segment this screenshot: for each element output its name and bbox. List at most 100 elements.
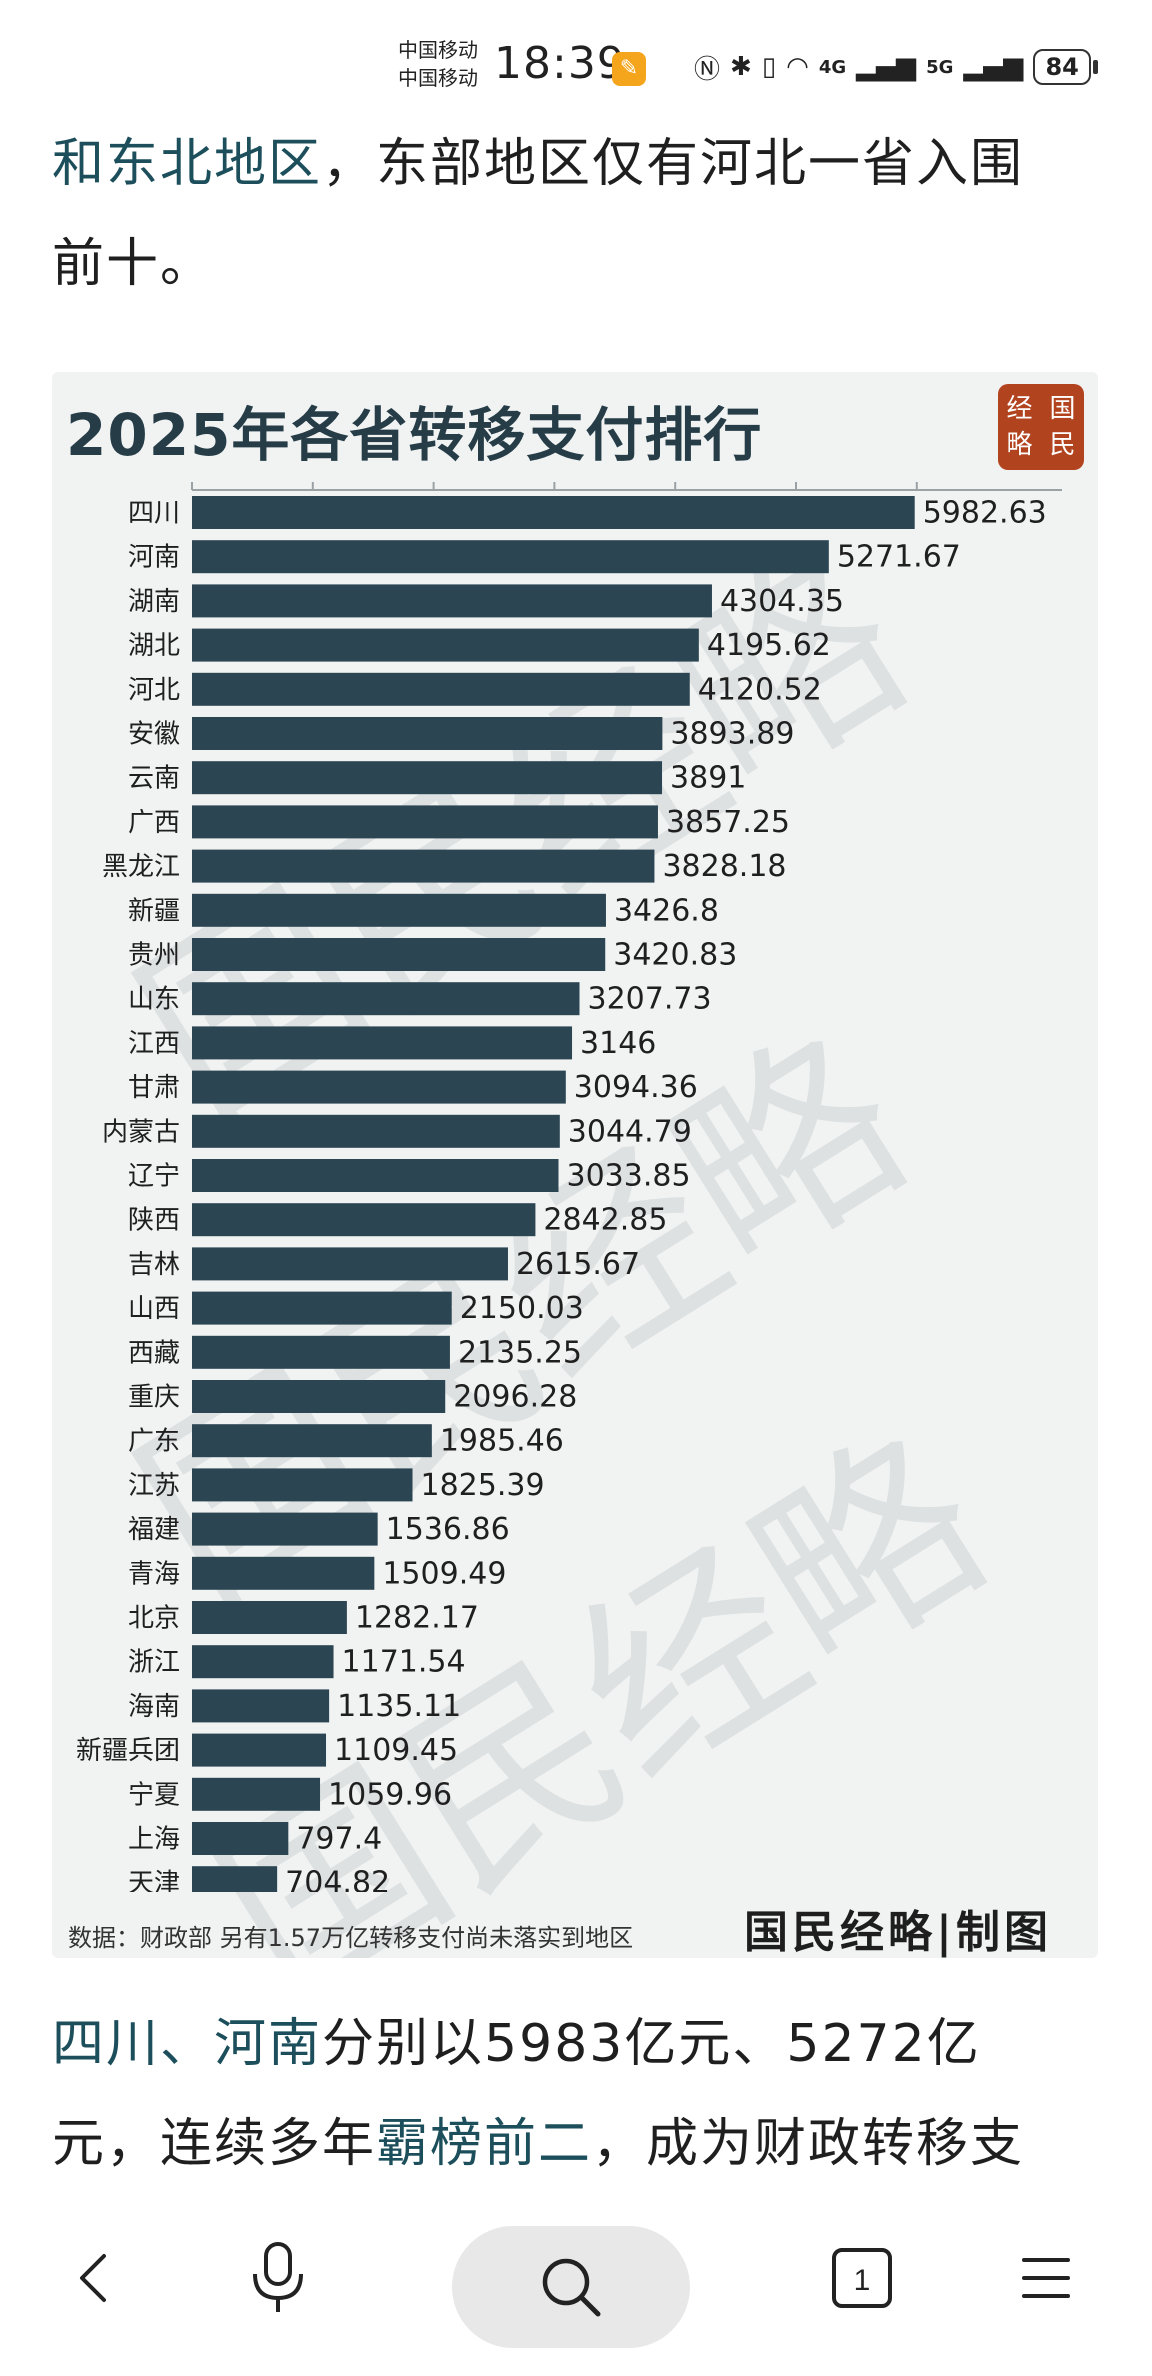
value-label: 2150.03 [460,1291,584,1326]
separator-text: 、 [160,2014,215,2074]
bar [192,982,580,1016]
category-label: 黑龙江 [102,852,180,882]
status-time: 18:39 [494,38,626,89]
value-label: 3146 [580,1026,656,1061]
bar [192,1291,452,1325]
category-label: 广西 [128,808,180,838]
signal-5g-label: 5G [926,56,954,78]
paragraph-text: 元，连续多年 [52,2114,377,2174]
value-label: 2096.28 [453,1380,577,1415]
highlight-text[interactable]: 和东北地区 [52,134,323,194]
category-label: 江西 [128,1029,180,1059]
value-label: 3420.83 [613,938,737,973]
status-icons: Ⓝ ✱ ▯ ◠ 4G ▂▄▆ 5G ▂▄▆ 84 [694,44,1098,90]
signal-bars-icon: ▂▄▆ [856,52,917,82]
value-label: 3426.8 [614,893,719,928]
category-label: 陕西 [128,1206,180,1236]
status-bar: 中国移动 中国移动 18:39 ✎ Ⓝ ✱ ▯ ◠ 4G ▂▄▆ 5G ▂▄▆ … [0,0,1152,120]
value-label: 4120.52 [698,672,822,707]
search-button[interactable] [452,2226,690,2348]
carrier-1: 中国移动 [398,38,478,62]
category-label: 贵州 [128,941,180,971]
category-label: 云南 [128,764,180,794]
value-label: 5982.63 [923,496,1047,531]
value-label: 1171.54 [342,1645,466,1680]
category-label: 河南 [128,543,180,573]
bar [192,1380,446,1413]
highlight-text[interactable]: 河南 [214,2014,323,2074]
value-label: 3094.36 [574,1070,698,1105]
chart-image[interactable]: 国民经略 国民经略 国民经略 2025年各省转移支付排行 经 国 略 民 四川 5… [52,372,1098,1958]
category-label: 福建 [128,1515,180,1545]
category-label: 浙江 [128,1648,180,1678]
highlight-text[interactable]: 霸榜前二 [376,2114,593,2174]
bar [192,1866,278,1892]
bar [192,1689,330,1723]
bottom-navigation: 1 [0,2196,1152,2376]
category-label: 北京 [128,1604,180,1634]
tab-count: 1 [854,2264,871,2297]
microphone-icon [253,2242,303,2312]
category-label: 宁夏 [128,1780,180,1810]
category-label: 甘肃 [128,1073,180,1103]
value-label: 2135.25 [458,1335,582,1370]
value-label: 4304.35 [720,584,844,619]
bluetooth-icon: ✱ [730,52,752,82]
category-label: 江苏 [128,1471,180,1501]
tabs-icon: 1 [832,2248,892,2308]
bar [192,672,690,706]
chart-title: 2025年各省转移支付排行 [66,401,763,469]
category-label: 河北 [128,675,180,705]
value-label: 3891 [670,761,746,796]
category-label: 安徽 [128,720,180,750]
bar [192,1424,432,1458]
bar [192,1159,559,1192]
bar [192,805,658,839]
nfc-icon: Ⓝ [694,54,721,85]
value-label: 1109.45 [334,1733,458,1768]
bar [192,1203,536,1237]
category-label: 湖北 [128,631,180,661]
bar [192,1026,573,1060]
value-label: 2615.67 [516,1247,640,1282]
bar [192,540,829,574]
back-arrow-icon [80,2254,106,2302]
category-label: 新疆兵团 [76,1736,180,1766]
tabs-button[interactable]: 1 [812,2228,912,2328]
menu-button[interactable] [996,2228,1096,2328]
paragraph-text: 分别以5983亿元、5272亿 [322,2014,981,2074]
value-label: 5271.67 [837,540,961,575]
value-label: 3044.79 [568,1114,692,1149]
bar [192,628,699,662]
value-label: 3893.89 [670,717,794,752]
value-label: 3828.18 [662,849,786,884]
value-label: 1282.17 [355,1601,479,1636]
value-label: 3857.25 [666,805,790,840]
bar [192,584,712,618]
category-label: 山西 [128,1294,180,1324]
bar [192,1777,321,1811]
category-label: 重庆 [128,1383,180,1413]
chart-footnote: 数据：财政部 另有1.57万亿转移支付尚未落实到地区 [68,1924,634,1952]
search-icon [542,2258,601,2317]
category-label: 辽宁 [128,1162,180,1192]
article-paragraph-top: 和东北地区，东部地区仅有河北一省入围 前十。 [52,114,1102,314]
bar-chart: 四川 5982.63 河南 5271.67 湖南 4304.35 湖北 4195.62 河北 41… [76,482,1062,1892]
category-label: 内蒙古 [102,1117,180,1147]
bar [192,1468,413,1502]
value-label: 797.4 [296,1822,382,1857]
highlight-text[interactable]: 四川 [52,2014,161,2074]
back-button[interactable] [46,2228,146,2328]
vibrate-icon: ▯ [761,52,777,82]
category-label: 海南 [128,1692,180,1722]
value-label: 3207.73 [587,982,711,1017]
category-label: 山东 [128,985,180,1015]
voice-button[interactable] [228,2228,328,2328]
value-label: 1509.49 [382,1556,506,1591]
wifi-icon: ◠ [786,52,809,82]
signal-bars-icon-2: ▂▄▆ [963,52,1024,82]
signal-4g-label: 4G [818,56,847,78]
category-label: 湖南 [128,587,180,617]
seal-logo: 经 国 略 民 [998,384,1084,470]
bar [192,761,663,795]
